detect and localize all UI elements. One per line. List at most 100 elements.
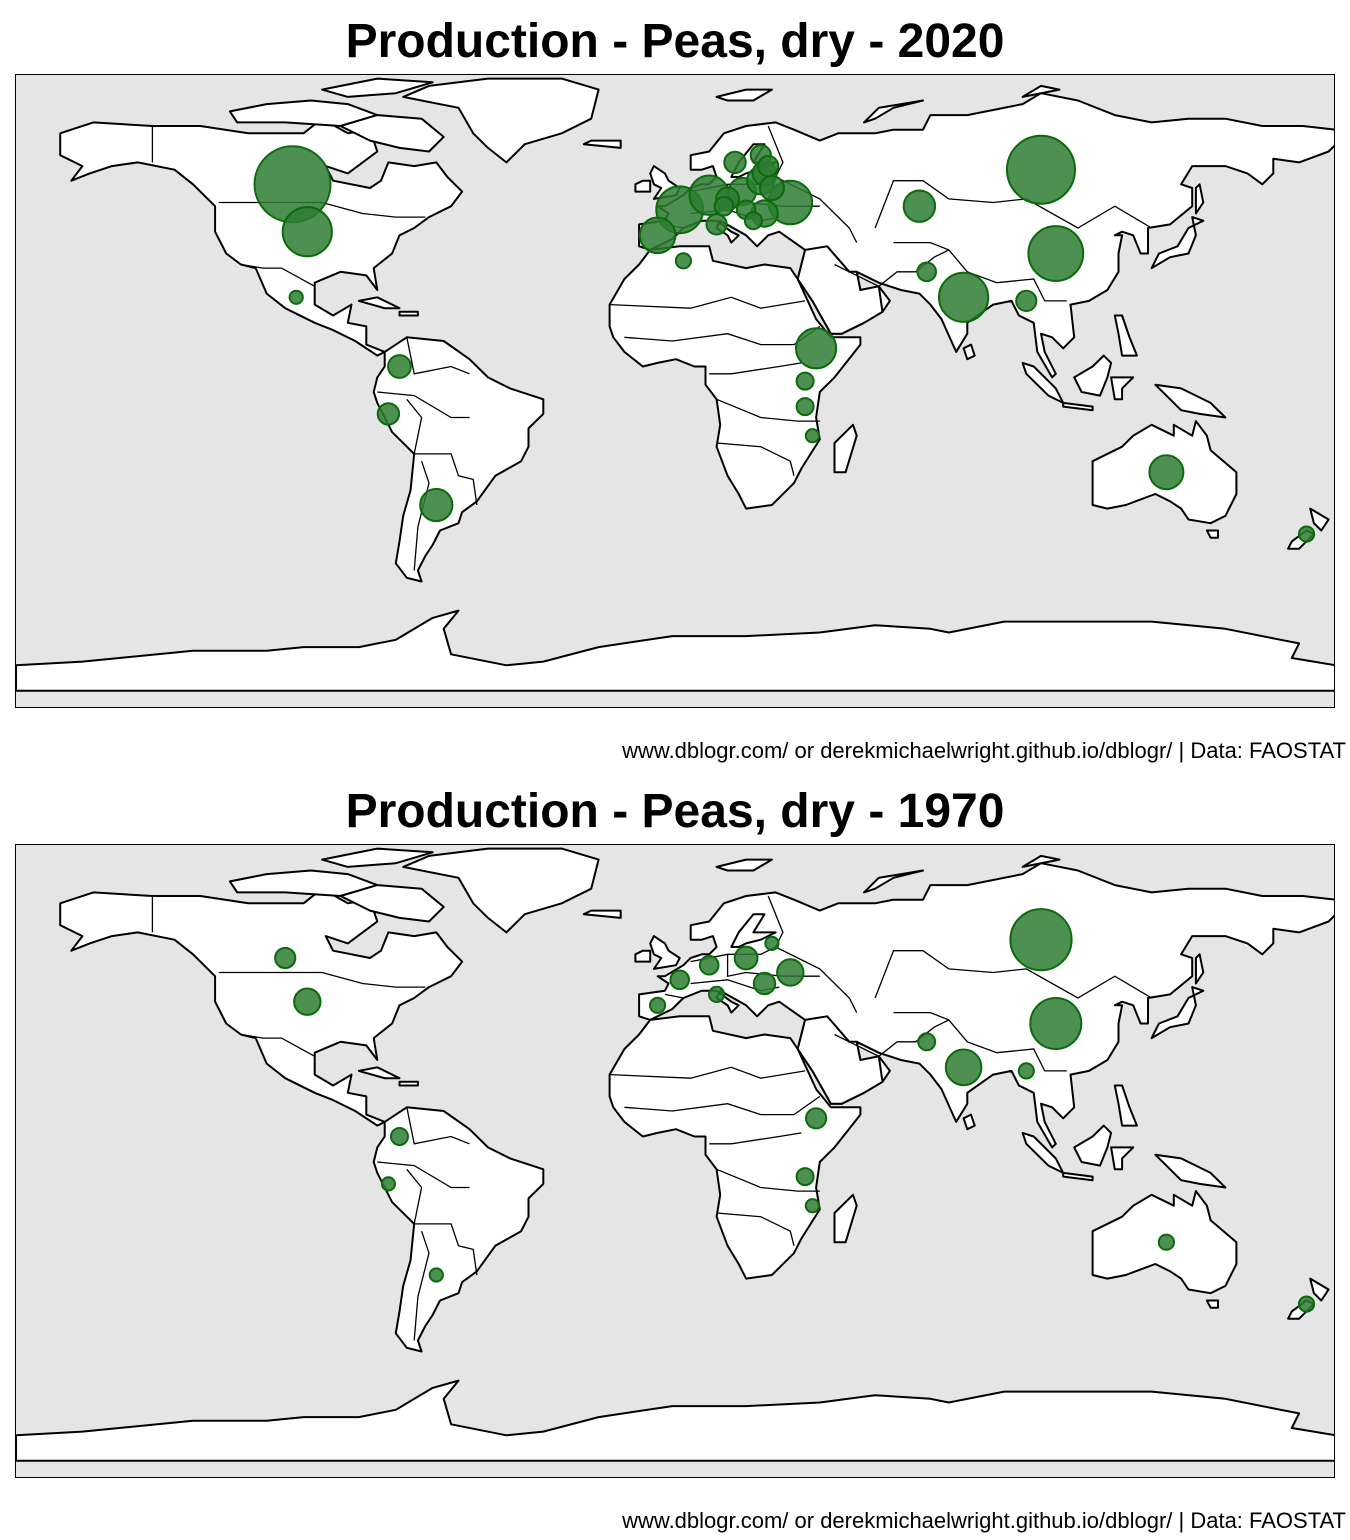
- production-bubble: [387, 354, 412, 379]
- country-border: [709, 362, 802, 375]
- landmass-borneo: [1073, 354, 1113, 397]
- landmass-africa: [608, 245, 862, 510]
- country-border: [893, 1011, 1067, 1072]
- production-bubble: [795, 327, 838, 370]
- production-bubble: [708, 985, 726, 1003]
- country-border: [893, 241, 1067, 302]
- production-bubble: [419, 487, 454, 523]
- landmass-greenland: [402, 847, 600, 934]
- production-bubble: [764, 935, 780, 952]
- landmass-antarctica: [16, 609, 1334, 692]
- landmass-arctic-islands-2: [321, 77, 434, 98]
- landmass-new-zealand-n: [1309, 507, 1330, 532]
- production-bubble: [1006, 134, 1076, 205]
- landmass-sri-lanka: [962, 343, 976, 361]
- production-bubble: [1157, 1233, 1176, 1251]
- country-border: [716, 1168, 820, 1192]
- landmass-sri-lanka: [962, 1113, 976, 1131]
- landmass-north-america: [59, 887, 464, 1127]
- landmass-sulawesi: [1110, 376, 1135, 401]
- land-layer: [16, 847, 1334, 1462]
- landmass-cuba: [357, 1066, 401, 1080]
- country-border: [767, 895, 858, 1013]
- production-bubble: [917, 1032, 937, 1052]
- production-bubble: [758, 175, 785, 201]
- production-bubble: [649, 996, 667, 1014]
- production-bubble: [1297, 1295, 1316, 1313]
- source-caption: www.dblogr.com/ or derekmichaelwright.gi…: [622, 1508, 1346, 1533]
- landmass-java: [1062, 401, 1094, 412]
- country-border: [609, 296, 806, 309]
- landmass-antarctica: [16, 1379, 1334, 1462]
- production-bubble: [376, 402, 401, 426]
- landmass-japan: [1150, 216, 1205, 270]
- landmass-svalbard: [715, 858, 773, 872]
- world-map: [15, 74, 1335, 708]
- production-bubble: [1009, 908, 1073, 972]
- production-bubble: [805, 1107, 828, 1130]
- map-title: Production - Peas, dry - 2020: [345, 15, 1005, 68]
- landmass-ireland: [634, 949, 652, 963]
- production-bubble: [902, 189, 937, 223]
- production-bubble: [1297, 525, 1316, 543]
- landmass-iceland: [582, 139, 622, 149]
- country-border: [406, 398, 423, 455]
- production-bubble: [804, 1198, 821, 1214]
- landmass-ireland: [634, 179, 652, 193]
- landmass-svalbard: [715, 88, 773, 102]
- landmass-greenland: [402, 77, 600, 164]
- landmass-sumatra: [1021, 361, 1065, 404]
- landmass-tasmania: [1205, 529, 1219, 539]
- production-bubble: [944, 1048, 983, 1087]
- landmass-sumatra: [1021, 1131, 1065, 1174]
- country-border: [709, 1132, 802, 1145]
- country-border: [834, 249, 950, 288]
- production-bubble: [733, 945, 759, 971]
- landmass-philippines: [1113, 314, 1138, 357]
- country-border: [406, 1107, 470, 1145]
- country-border: [414, 1223, 478, 1276]
- country-border: [609, 1066, 806, 1079]
- production-bubble: [743, 211, 763, 231]
- production-bubble: [698, 954, 720, 976]
- production-bubble: [288, 289, 304, 305]
- map-title: Production - Peas, dry - 1970: [345, 785, 1005, 838]
- bubble-layer: [274, 908, 1316, 1313]
- landmass-hispaniola: [398, 1080, 419, 1087]
- production-bubble: [638, 216, 677, 255]
- production-bubble: [795, 371, 815, 391]
- landmass-new-zealand-n: [1309, 1277, 1330, 1302]
- country-border: [624, 1095, 821, 1116]
- landmass-baffin: [339, 884, 445, 923]
- country-border: [406, 337, 470, 375]
- production-bubble: [938, 271, 990, 323]
- production-bubble: [1029, 997, 1083, 1050]
- country-border: [377, 391, 470, 419]
- production-bubble: [804, 428, 821, 444]
- country-border: [716, 398, 820, 422]
- landmass-hispaniola: [398, 310, 419, 317]
- landmass-java: [1062, 1171, 1094, 1182]
- landmass-north-america: [59, 117, 464, 357]
- country-border: [834, 1019, 950, 1058]
- production-bubble: [1017, 1062, 1035, 1080]
- production-bubble: [1015, 289, 1038, 312]
- landmass-baffin: [339, 114, 445, 153]
- landmass-severnaya: [1021, 854, 1061, 868]
- country-border: [716, 442, 795, 476]
- production-bubble: [390, 1127, 409, 1146]
- country-border: [716, 1212, 795, 1246]
- country-border: [377, 1161, 470, 1189]
- production-bubble: [795, 397, 815, 417]
- country-border: [240, 263, 316, 287]
- landmass-new-guinea: [1154, 383, 1227, 419]
- landmass-new-guinea: [1154, 1153, 1227, 1189]
- landmass-tasmania: [1205, 1299, 1219, 1309]
- production-bubble: [281, 206, 333, 258]
- production-bubble: [380, 1176, 396, 1192]
- landmass-south-america: [372, 1106, 545, 1353]
- country-border: [406, 1168, 423, 1225]
- source-caption: www.dblogr.com/ or derekmichaelwright.gi…: [622, 738, 1346, 763]
- landmass-south-america: [372, 336, 545, 583]
- production-bubble: [705, 213, 728, 236]
